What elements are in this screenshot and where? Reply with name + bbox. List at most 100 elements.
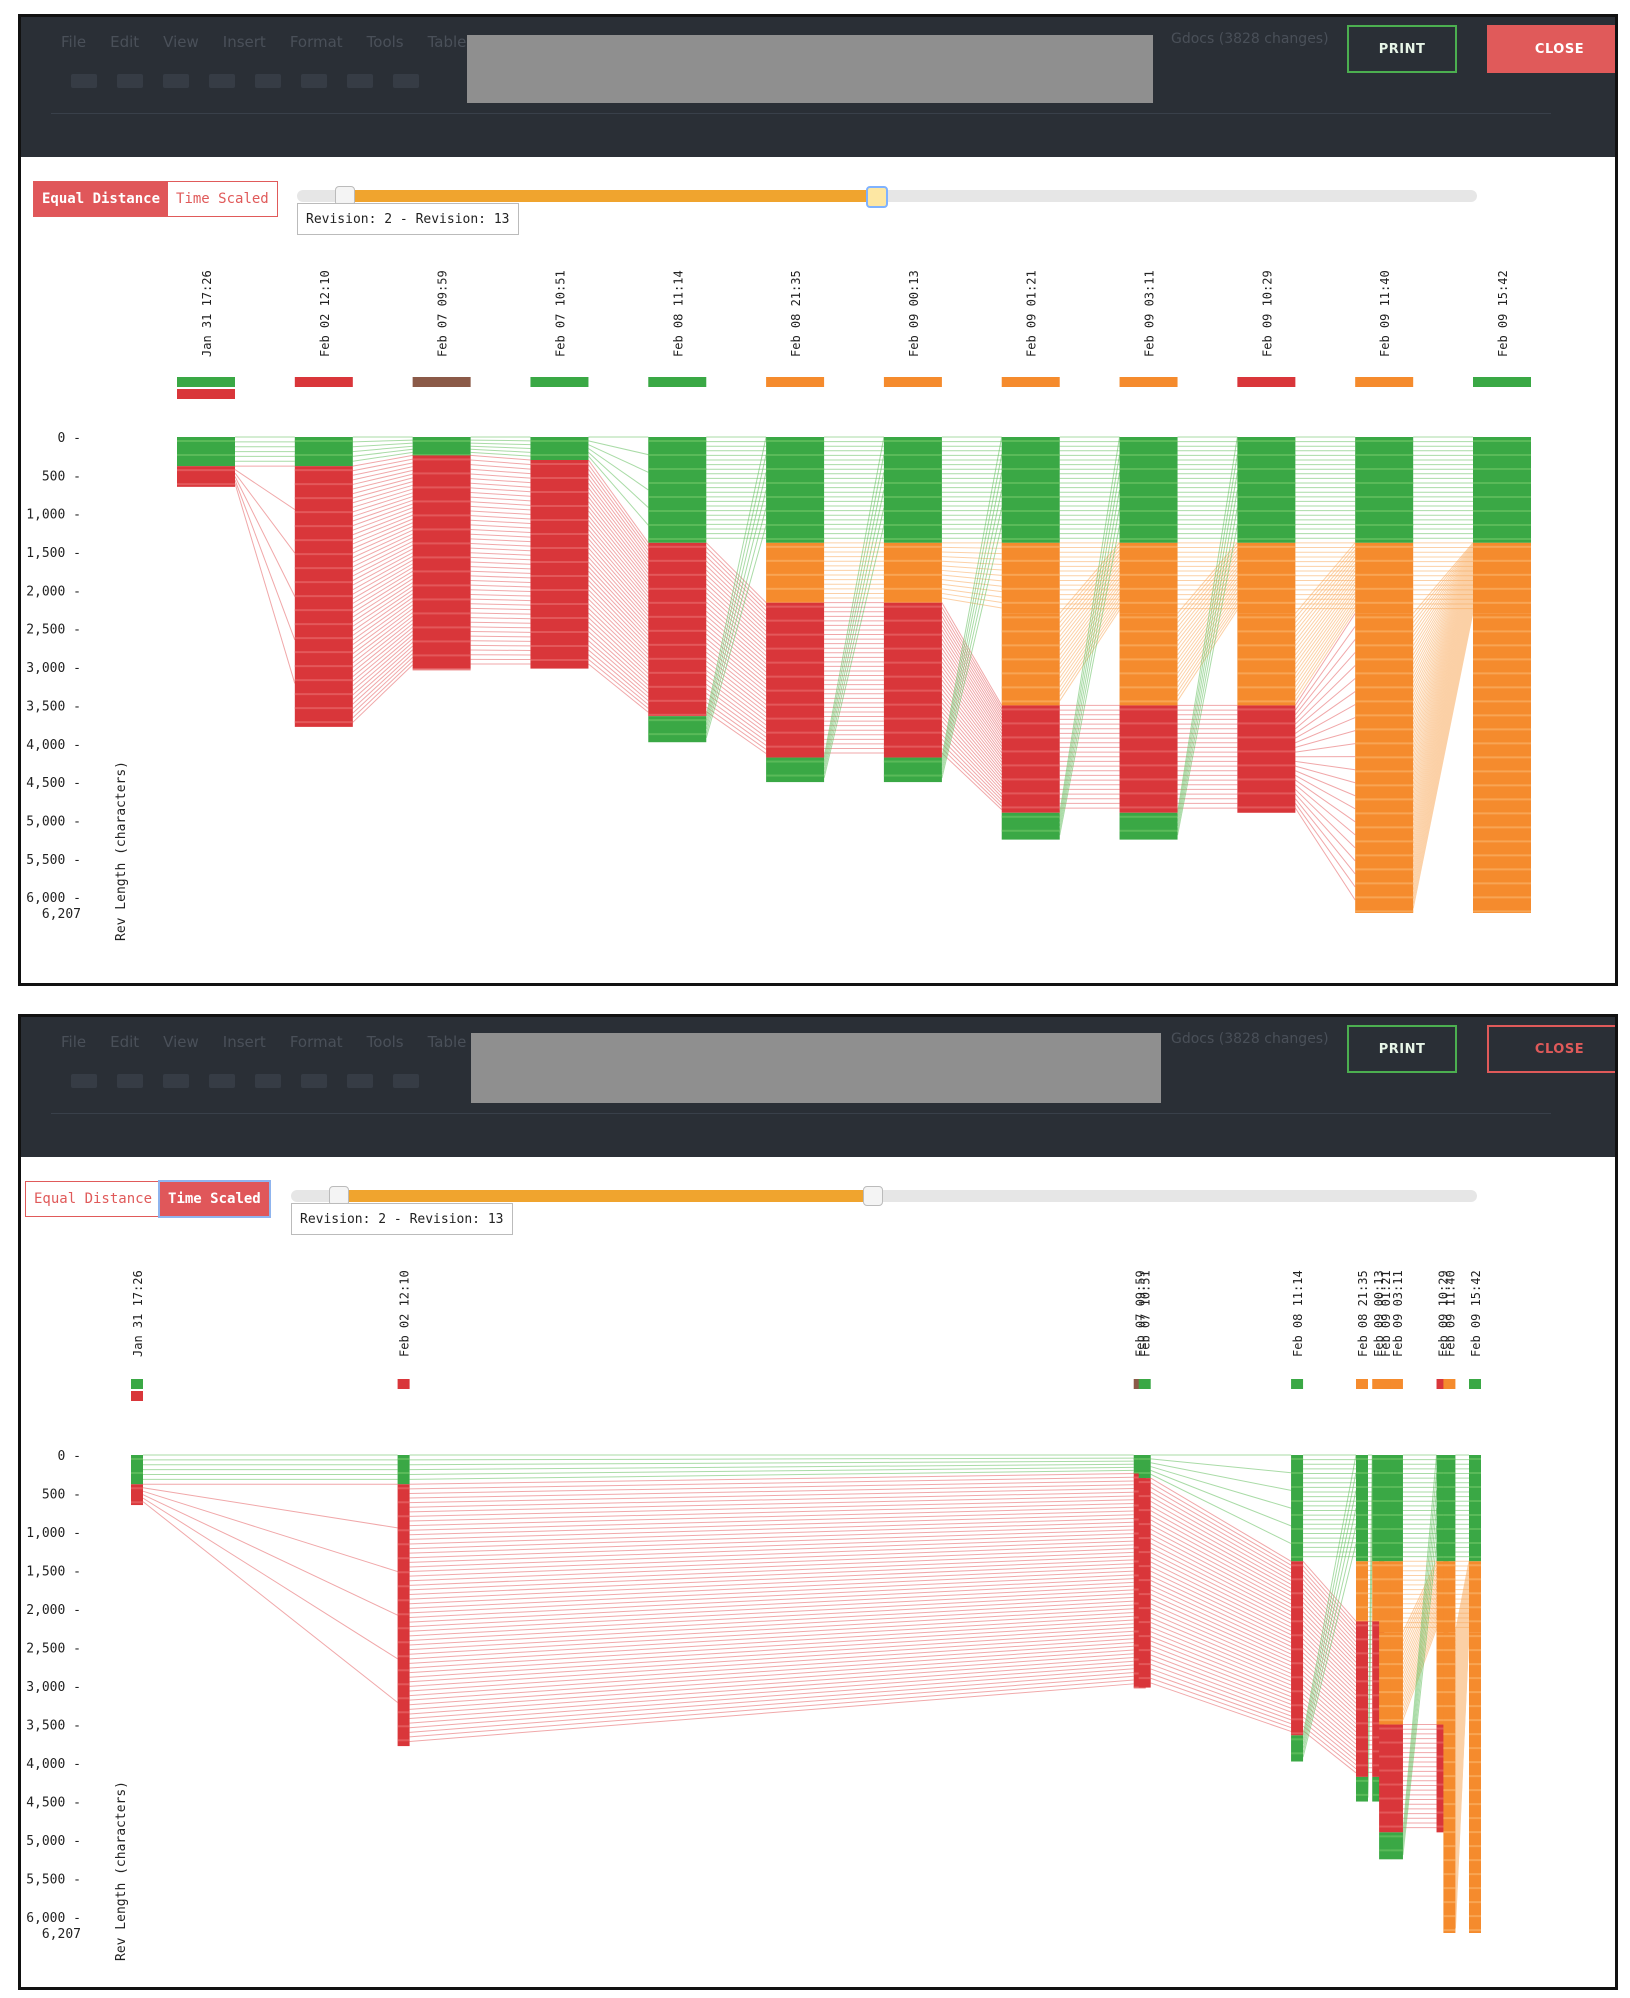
revision-segment [1119, 705, 1178, 813]
segment-stripe [1379, 1620, 1392, 1623]
segment-stripe [883, 731, 942, 734]
equal-distance-button[interactable]: Equal Distance [26, 1182, 161, 1216]
segment-stripe [1390, 1741, 1403, 1744]
segment-stripe [1436, 1472, 1449, 1474]
revision-range-slider[interactable] [297, 186, 1477, 208]
segment-stripe [648, 545, 707, 548]
segment-stripe [1443, 1649, 1456, 1652]
redacted-title-overlay [467, 35, 1153, 103]
link-bundle [1413, 436, 1473, 539]
segment-stripe [412, 668, 471, 671]
segment-stripe [1436, 1458, 1449, 1460]
segment-stripe [1355, 573, 1414, 576]
y-tick-label: 1,500 - [26, 546, 81, 561]
segment-stripe [1355, 644, 1414, 647]
segment-stripe [1355, 630, 1414, 633]
segment-stripe [1443, 1873, 1456, 1876]
time-scaled-button[interactable]: Time Scaled [168, 182, 277, 216]
ghost-menu-bar: File Edit View Insert Format Tools Table [61, 1033, 466, 1051]
revision-segment [1001, 705, 1060, 813]
segment-stripe [1119, 815, 1178, 818]
revision-date-label: Feb 08 11:14 [1291, 1270, 1305, 1357]
segment-stripe [294, 440, 353, 442]
segment-stripe [1355, 826, 1414, 829]
revision-date-label: Jan 31 17:26 [131, 1270, 145, 1357]
link-bundle [143, 1454, 398, 1480]
segment-stripe [1372, 1750, 1385, 1753]
close-button[interactable]: CLOSE [1487, 1025, 1615, 1073]
segment-stripe [766, 731, 825, 734]
close-button[interactable]: CLOSE [1487, 25, 1615, 73]
revision-date-label: Feb 09 10:29 [1260, 270, 1274, 357]
segment-stripe [1291, 1592, 1304, 1595]
print-button[interactable]: PRINT [1347, 1025, 1457, 1073]
segment-stripe [1390, 1514, 1403, 1516]
segment-stripe [1001, 587, 1060, 590]
segment-stripe [1473, 454, 1531, 456]
revision-flow-chart: 0 - 500 - 1,000 - 1,500 - 2,000 - 2,500 - 3,00… [26, 270, 1531, 941]
print-button[interactable]: PRINT [1347, 25, 1457, 73]
menu-item: Tools [366, 1033, 404, 1051]
segment-stripe [1355, 1528, 1368, 1530]
segment-stripe [1119, 587, 1178, 590]
revision-change-indicator [1443, 1379, 1456, 1389]
segment-stripe [1469, 1620, 1481, 1623]
segment-stripe [1001, 616, 1060, 619]
segment-stripe [294, 623, 353, 626]
equal-distance-button[interactable]: Equal Distance [34, 182, 169, 216]
revision-segment [1355, 1561, 1368, 1622]
view-mode-toggle: Equal Distance Time Scaled [25, 1180, 271, 1218]
segment-stripe [1443, 1789, 1456, 1792]
segment-stripe [1001, 510, 1060, 512]
segment-stripe [1237, 764, 1296, 767]
ghost-ruler [51, 113, 1551, 124]
segment-stripe [1379, 1500, 1392, 1502]
segment-stripe [1372, 1528, 1385, 1530]
segment-stripe [1138, 1649, 1151, 1652]
segment-stripe [1443, 1859, 1456, 1862]
revision-date-label: Feb 09 00:13 [907, 270, 921, 357]
segment-stripe [1436, 1797, 1449, 1800]
segment-stripe [412, 528, 471, 531]
slider-end-handle[interactable] [866, 186, 889, 208]
slider-end-handle[interactable] [863, 1186, 884, 1206]
segment-stripe [1138, 1481, 1151, 1484]
segment-stripe [1291, 1738, 1304, 1741]
revision-range-slider[interactable] [291, 1186, 1477, 1206]
segment-stripe [1355, 812, 1414, 815]
segment-stripe [1138, 1495, 1151, 1498]
segment-stripe [1473, 910, 1531, 913]
segment-stripe [1443, 1761, 1456, 1764]
segment-stripe [1355, 882, 1414, 885]
segment-stripe [1473, 882, 1531, 885]
segment-stripe [1138, 1579, 1151, 1582]
segment-stripe [397, 1627, 410, 1630]
segment-stripe [1473, 510, 1531, 512]
segment-stripe [1390, 1578, 1403, 1581]
revision-segment [1390, 1724, 1403, 1833]
revision-change-indicator [177, 389, 235, 399]
segment-stripe [1469, 1747, 1481, 1750]
time-scaled-button[interactable]: Time Scaled [158, 1180, 271, 1218]
segment-stripe [1469, 1528, 1481, 1530]
segment-stripe [1119, 545, 1178, 548]
segment-stripe [1469, 1789, 1481, 1792]
segment-stripe [1001, 630, 1060, 633]
segment-stripe [1390, 1649, 1403, 1652]
segment-stripe [1469, 1873, 1481, 1876]
segment-stripe [1001, 829, 1060, 832]
revision-date-label: Feb 07 10:51 [553, 270, 567, 357]
segment-stripe [1469, 1486, 1481, 1488]
segment-stripe [1355, 1680, 1368, 1683]
y-tick-label: 6,207 [42, 1927, 81, 1942]
segment-stripe [1119, 573, 1178, 576]
segment-stripe [1355, 1514, 1368, 1516]
segment-stripe [883, 587, 942, 590]
segment-stripe [1372, 1736, 1385, 1739]
segment-stripe [1379, 1578, 1392, 1581]
segment-stripe [1237, 672, 1296, 675]
segment-stripe [1436, 1514, 1449, 1516]
segment-stripe [766, 745, 825, 748]
segment-stripe [1291, 1662, 1304, 1665]
segment-stripe [412, 500, 471, 503]
